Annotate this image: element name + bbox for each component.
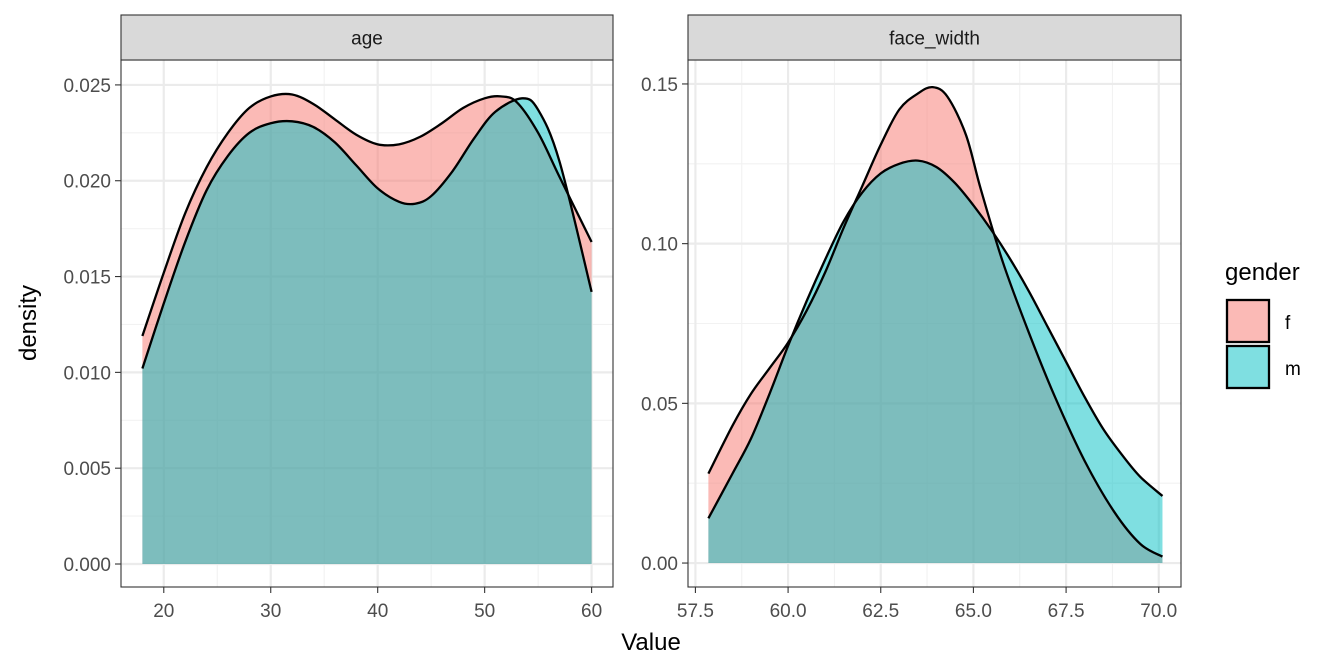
density-area-layer: [708, 87, 1163, 564]
density-area-face-width-m: [708, 160, 1163, 564]
x-tick-label: 50: [474, 601, 495, 622]
legend-key-m: [1225, 344, 1271, 390]
y-axis: 0.00 0.05 0.10 0.15: [641, 75, 688, 575]
density-area-age-m: [142, 98, 592, 564]
facet-strip: [120, 14, 614, 61]
density-line-age-f: [141, 92, 593, 337]
y-tick-label: 0.005: [63, 459, 111, 480]
density-line-face-width-f: [707, 85, 1164, 558]
x-tick-label: 60: [581, 601, 602, 622]
x-axis: 57.5 60.0 62.5 65.0 67.5 70.0: [677, 587, 1177, 622]
legend-label-f: f: [1285, 313, 1291, 334]
x-tick-label: 57.5: [677, 601, 714, 622]
x-tick-label: 62.5: [862, 601, 899, 622]
x-tick-label: 60.0: [770, 601, 807, 622]
density-line-layer: [707, 85, 1164, 558]
y-tick-label: 0.025: [63, 76, 111, 97]
density-area-layer: [142, 93, 592, 565]
x-axis-title: Value: [621, 629, 681, 656]
density-line-face-width-m: [707, 159, 1164, 519]
x-tick-label: 70.0: [1140, 601, 1177, 622]
x-tick-label: 20: [153, 601, 174, 622]
y-axis-title: density: [15, 285, 42, 361]
y-tick-label: 0.00: [641, 554, 678, 575]
legend-title: gender: [1225, 259, 1300, 286]
y-tick-label: 0.05: [641, 394, 678, 415]
density-line-layer: [141, 92, 593, 369]
legend-label-m: m: [1285, 359, 1301, 380]
x-tick-label: 40: [367, 601, 388, 622]
y-tick-label: 0.010: [63, 363, 111, 384]
facet-strip-label: age: [351, 29, 383, 50]
y-tick-label: 0.000: [63, 555, 111, 576]
x-tick-label: 65.0: [955, 601, 992, 622]
x-tick-label: 67.5: [1048, 601, 1085, 622]
legend-key-f: [1225, 298, 1271, 344]
y-tick-label: 0.015: [63, 268, 111, 289]
x-axis: 20 30 40 50 60: [153, 587, 602, 622]
legend-item-f: f: [1225, 298, 1291, 344]
legend-item-m: m: [1225, 344, 1301, 390]
facet-panel-face-width: 0.00 0.05 0.10 0.15 57.5 60.0 62.5 65.0 67.5 70.…: [641, 14, 1182, 622]
y-tick-label: 0.15: [641, 75, 678, 96]
x-tick-label: 30: [260, 601, 281, 622]
facet-panel-age: 0.000 0.005 0.010 0.015 0.020 0.025 20 30 40 50 6…: [63, 14, 614, 622]
y-tick-label: 0.10: [641, 235, 678, 256]
y-axis: 0.000 0.005 0.010 0.015 0.020 0.025: [63, 76, 121, 576]
y-tick-label: 0.020: [63, 172, 111, 193]
legend: gender f m: [1225, 259, 1301, 390]
density-line-age-m: [141, 97, 593, 369]
facet-strip: [687, 14, 1182, 61]
facet-strip-label: face_width: [889, 29, 980, 50]
